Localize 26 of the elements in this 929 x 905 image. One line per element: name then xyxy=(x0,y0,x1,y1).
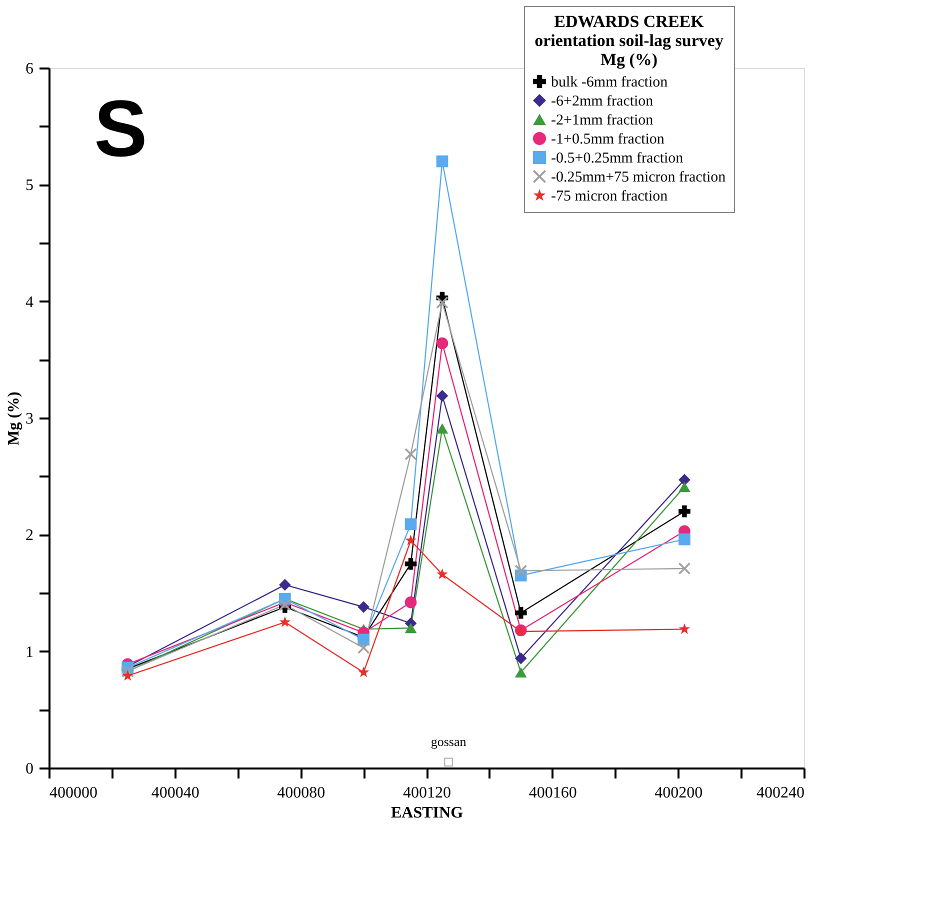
annotation: S xyxy=(94,84,148,173)
legend-label: -6+2mm fraction xyxy=(551,94,654,110)
x-tick-label: 400200 xyxy=(654,784,703,802)
x-tick-label: 400000 xyxy=(50,784,98,802)
x-axis-title: EASTING xyxy=(390,804,464,822)
x-tick-label: 400040 xyxy=(151,784,200,802)
y-tick-label: 4 xyxy=(26,294,34,311)
y-tick-label: 2 xyxy=(26,527,34,544)
legend-label: -0.5+0.25mm fraction xyxy=(551,150,684,166)
y-tick-label: 6 xyxy=(26,60,34,78)
legend-label: -2+1mm fraction xyxy=(551,112,654,128)
y-tick-label: 0 xyxy=(26,760,34,778)
y-tick-label: 3 xyxy=(26,410,34,428)
legend-label: bulk -6mm fraction xyxy=(551,74,668,90)
legend-title: EDWARDS CREEK orientation soil-lag survey Mg (%) xyxy=(534,12,724,69)
x-tick-label: 400160 xyxy=(528,784,577,802)
series-label: gossan xyxy=(430,734,467,750)
legend-label: -0.25mm+75 micron fraction xyxy=(551,170,726,186)
y-axis-title: Mg (%) xyxy=(6,392,22,446)
x-tick-label: 400240 xyxy=(756,784,804,802)
x-tick-label: 400080 xyxy=(277,784,326,802)
y-tick-label: 1 xyxy=(26,644,34,661)
y-tick-label: 5 xyxy=(26,177,34,194)
x-tick-label: 400120 xyxy=(403,784,451,802)
legend-label: -1+0.5mm fraction xyxy=(551,132,665,148)
legend-label: -75 micron fraction xyxy=(551,188,668,204)
